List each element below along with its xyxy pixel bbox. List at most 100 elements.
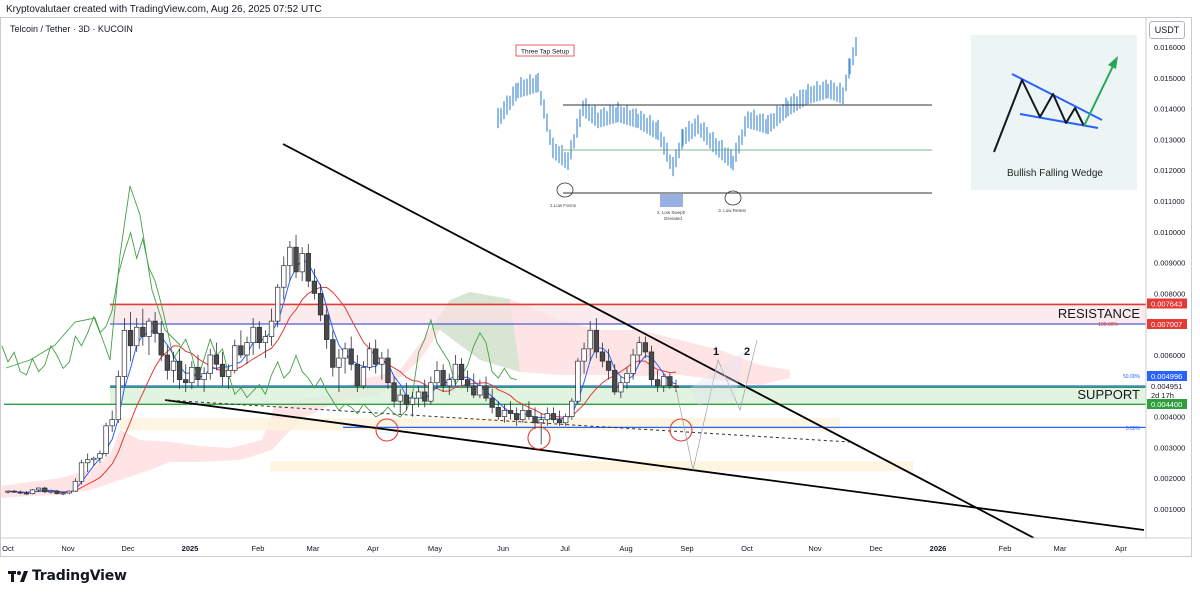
tap-circle xyxy=(527,426,551,450)
candle-body xyxy=(630,354,636,374)
candle xyxy=(48,490,54,494)
time-tick-label: May xyxy=(428,544,442,553)
candle-body xyxy=(360,366,367,387)
candle-body xyxy=(446,379,452,387)
candle-body xyxy=(514,413,520,421)
candle-body xyxy=(42,487,48,493)
candle-body xyxy=(391,382,397,402)
candle-body xyxy=(183,379,189,384)
candle-body xyxy=(366,348,373,368)
wedge-inset-breakout-arrow xyxy=(1083,63,1115,127)
candle xyxy=(581,342,587,374)
candle-body xyxy=(250,326,256,344)
tradingview-brand: TradingView xyxy=(32,568,127,584)
candle xyxy=(397,388,403,414)
price-label-text: 0.007643 xyxy=(1151,299,1182,308)
candle-body xyxy=(281,265,287,288)
candle-body xyxy=(397,394,403,402)
candle xyxy=(458,358,465,386)
tradingview-logo[interactable]: TradingView xyxy=(8,568,127,584)
symbol-title[interactable]: Telcoin / Tether · 3D · KUCOIN xyxy=(10,24,133,34)
price-chart[interactable]: 0.016000 0.015000 0.014000 0.013000 0.012000… xyxy=(0,0,1192,557)
inset-tap-3 xyxy=(724,190,742,206)
inset-label-3: 3. Low Retest xyxy=(718,208,746,213)
candle xyxy=(170,351,177,383)
candle xyxy=(60,492,66,496)
time-tick-label: Apr xyxy=(1115,544,1127,553)
candle xyxy=(250,318,256,355)
candle-body xyxy=(146,320,152,337)
candle-body xyxy=(330,339,336,368)
candle-body xyxy=(207,354,213,374)
tradingview-logo-icon xyxy=(8,571,28,582)
candle-body xyxy=(268,320,275,337)
price-label-text: 0.004996 xyxy=(1151,372,1182,381)
candle xyxy=(103,422,109,457)
candle-body xyxy=(78,462,85,482)
candle-body xyxy=(648,351,655,380)
candle-body xyxy=(311,280,318,294)
candle-body xyxy=(409,397,416,405)
candle-body xyxy=(176,360,183,380)
candle-body xyxy=(581,348,587,362)
candle-body xyxy=(624,373,630,384)
price-label-box xyxy=(1147,298,1187,309)
price-label-box xyxy=(1147,381,1187,391)
candle xyxy=(532,407,538,429)
candle-body xyxy=(219,363,226,377)
projection xyxy=(675,339,758,471)
lower-demand-zone xyxy=(270,461,913,472)
candle xyxy=(5,490,11,494)
candle xyxy=(403,382,409,411)
lagging-span-early xyxy=(5,185,181,369)
candle xyxy=(134,318,140,352)
candle xyxy=(360,361,367,389)
candle xyxy=(379,351,385,380)
arrow-head-icon xyxy=(1108,56,1118,69)
candle-body xyxy=(103,425,109,454)
price-label-box xyxy=(1147,371,1187,381)
candle-body xyxy=(458,363,465,380)
candle xyxy=(29,488,36,495)
candle-body xyxy=(201,373,207,380)
candle xyxy=(409,391,416,417)
candle-body xyxy=(66,490,72,494)
candle xyxy=(452,355,459,386)
price-tick-label: 0.009000 xyxy=(1154,259,1185,268)
candle xyxy=(422,379,428,408)
candle xyxy=(428,376,434,405)
candle-body xyxy=(556,419,563,424)
candle xyxy=(121,318,128,386)
candle-body xyxy=(238,345,244,356)
candle-body xyxy=(550,413,557,421)
price-tick-label: 0.006000 xyxy=(1154,351,1185,360)
candle xyxy=(440,364,446,392)
candle xyxy=(262,330,269,359)
candle xyxy=(471,373,477,399)
projection-point-1: 1 xyxy=(713,346,719,358)
candle xyxy=(526,401,532,420)
candle xyxy=(648,345,655,386)
candle-body xyxy=(60,492,66,495)
candle-body xyxy=(587,330,593,350)
candle xyxy=(287,241,293,282)
candle-body xyxy=(544,413,550,421)
candle xyxy=(152,311,158,343)
candle-body xyxy=(189,366,195,384)
candle xyxy=(489,388,495,414)
candle-body xyxy=(48,490,54,493)
inset-setup-title: Three Tap Setup xyxy=(521,49,569,56)
candle xyxy=(642,336,649,359)
candle xyxy=(189,361,195,389)
inset-label-2a: 2. Low Swept/ xyxy=(657,210,686,215)
candle-body xyxy=(673,385,679,388)
candle-body xyxy=(72,480,79,492)
candle xyxy=(391,376,397,408)
candle-body xyxy=(115,376,121,421)
falling-wedge xyxy=(164,143,1145,539)
currency-button[interactable]: USDT xyxy=(1149,21,1185,39)
chart-frame[interactable] xyxy=(0,17,1192,557)
candle xyxy=(661,373,667,392)
candle-body xyxy=(403,394,409,405)
candle-body xyxy=(599,351,606,362)
